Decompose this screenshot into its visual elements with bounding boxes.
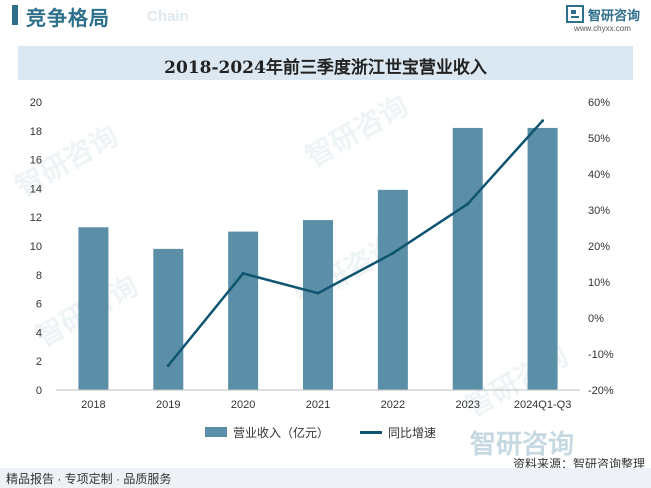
y-left-tick-label: 0 bbox=[36, 385, 42, 397]
y-left-tick-label: 12 bbox=[30, 212, 42, 224]
brand-logo-icon bbox=[566, 5, 584, 23]
y-left-tick-label: 2 bbox=[36, 356, 42, 368]
brand-watermark-large: 智研咨询 bbox=[470, 429, 575, 459]
line-point bbox=[466, 202, 470, 206]
y-right-tick-label: 30% bbox=[588, 205, 610, 217]
header-accent-bar bbox=[12, 5, 18, 25]
growth-line bbox=[167, 119, 544, 367]
y-left-tick-label: 10 bbox=[30, 241, 42, 253]
x-tick-label: 2018 bbox=[81, 399, 105, 411]
chart-title-band: 2018-2024年前三季度浙江世宝营业收入 bbox=[18, 46, 633, 80]
x-tick-label: 2021 bbox=[306, 399, 330, 411]
section-title: 竞争格局 bbox=[26, 8, 110, 30]
header: 竞争格局 Chain 智研咨询 www.chyxx.com bbox=[0, 0, 651, 36]
y-right-tick-label: 60% bbox=[588, 97, 610, 109]
bar bbox=[153, 248, 184, 390]
y-right-tick-label: 0% bbox=[588, 313, 604, 325]
chart-title: 2018-2024年前三季度浙江世宝营业收入 bbox=[164, 58, 487, 78]
x-tick-label: 2020 bbox=[231, 399, 255, 411]
source-note: 资料来源：智研咨询整理 bbox=[512, 457, 645, 471]
y-left-tick-label: 14 bbox=[30, 183, 42, 195]
y-left-tick-label: 20 bbox=[30, 97, 42, 109]
chart: 0 2 4 6 8 10 12 14 16 18 20 -20% -10% 0% 10% 20% 30% 40% 5… bbox=[30, 97, 614, 411]
brand-name: 智研咨询 bbox=[588, 8, 641, 23]
footer: 精品报告 · 专项定制 · 品质服务 bbox=[0, 468, 651, 488]
bar bbox=[527, 127, 558, 391]
y-left-tick-label: 16 bbox=[30, 155, 42, 167]
legend-swatch-line bbox=[360, 431, 382, 434]
line-point bbox=[166, 364, 170, 368]
bar bbox=[303, 220, 333, 390]
x-tick-label: 2019 bbox=[156, 399, 180, 411]
bar bbox=[78, 227, 109, 390]
line-point bbox=[391, 251, 395, 255]
section-subtitle: Chain bbox=[147, 8, 189, 25]
y-right-tick-label: 40% bbox=[588, 169, 610, 181]
brand-logo: 智研咨询 www.chyxx.com bbox=[566, 5, 646, 35]
y-left-tick-label: 18 bbox=[30, 126, 42, 138]
footer-text: 精品报告 · 专项定制 · 品质服务 bbox=[6, 472, 172, 486]
y-left-tick-label: 4 bbox=[36, 327, 42, 339]
legend-label-growth: 同比增速 bbox=[388, 426, 437, 440]
x-tick-label: 2022 bbox=[381, 399, 405, 411]
y-right-tick-label: -10% bbox=[588, 349, 614, 361]
y-right-tick-label: 20% bbox=[588, 241, 610, 253]
y-right-tick-label: 50% bbox=[588, 133, 610, 145]
x-tick-label: 2024Q1-Q3 bbox=[514, 399, 571, 411]
line-point bbox=[541, 119, 545, 123]
line-point bbox=[241, 271, 245, 275]
y-left-tick-label: 8 bbox=[36, 270, 42, 282]
brand-url: www.chyxx.com bbox=[574, 24, 631, 33]
legend-swatch-bar bbox=[205, 427, 227, 437]
bar bbox=[377, 189, 408, 390]
axes: 0 2 4 6 8 10 12 14 16 18 20 -20% -10% 0% 10% 20% 30% 40% 5… bbox=[30, 97, 614, 411]
bar bbox=[228, 231, 259, 390]
y-right-tick-label: 10% bbox=[588, 277, 610, 289]
bar-series bbox=[78, 127, 558, 391]
y-right-tick-label: -20% bbox=[588, 385, 614, 397]
x-tick-label: 2023 bbox=[455, 399, 479, 411]
y-left-tick-label: 6 bbox=[36, 299, 42, 311]
line-point bbox=[316, 291, 320, 295]
bar bbox=[452, 127, 483, 391]
legend-label-revenue: 营业收入（亿元） bbox=[233, 426, 330, 440]
line-series bbox=[166, 119, 545, 368]
